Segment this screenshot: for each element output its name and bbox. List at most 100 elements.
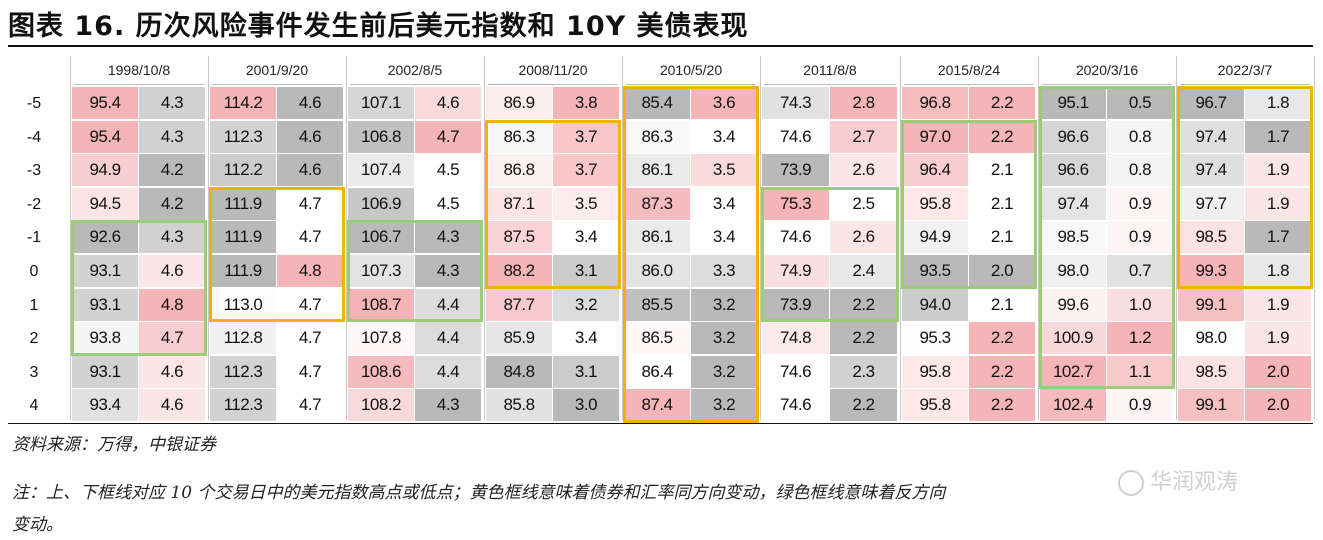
figure-title: 图表 16. 历次风险事件发生前后美元指数和 10Y 美债表现 bbox=[8, 11, 749, 42]
ust10y-cell: 4.6 bbox=[277, 120, 343, 153]
watermark: 华润观涛 bbox=[1118, 464, 1238, 496]
dxy-cell: 86.3 bbox=[486, 120, 552, 153]
dxy-cell: 114.2 bbox=[210, 87, 276, 119]
dxy-cell: 97.0 bbox=[902, 120, 968, 153]
ust10y-cell: 4.3 bbox=[415, 389, 481, 422]
row-label: -2 bbox=[26, 195, 42, 213]
dxy-cell: 86.1 bbox=[624, 154, 690, 187]
dxy-cell: 102.7 bbox=[1040, 355, 1106, 388]
ust10y-cell: 2.6 bbox=[830, 221, 897, 254]
table-bottom-rule bbox=[8, 423, 1313, 424]
dxy-cell: 113.0 bbox=[210, 288, 276, 321]
ust10y-cell: 1.7 bbox=[1245, 120, 1311, 153]
dxy-cell: 98.5 bbox=[1178, 355, 1244, 388]
dxy-cell: 99.1 bbox=[1178, 288, 1244, 321]
ust10y-cell: 4.6 bbox=[139, 355, 205, 388]
title-rule bbox=[8, 45, 1313, 47]
row-label: -4 bbox=[26, 128, 42, 146]
ust10y-cell: 4.7 bbox=[277, 288, 343, 321]
dxy-cell: 106.7 bbox=[348, 221, 414, 254]
dxy-cell: 107.8 bbox=[348, 322, 414, 355]
dxy-cell: 86.9 bbox=[486, 87, 552, 119]
ust10y-cell: 4.7 bbox=[415, 120, 481, 153]
ust10y-cell: 2.2 bbox=[830, 322, 897, 355]
ust10y-cell: 1.9 bbox=[1245, 187, 1311, 220]
footnote-line-1: 注：上、下框线对应 10 个交易日中的美元指数高点或低点；黄色框线意味着债券和汇… bbox=[12, 483, 946, 503]
column-separator bbox=[1038, 56, 1039, 420]
dxy-cell: 85.5 bbox=[624, 288, 690, 321]
ust10y-cell: 2.0 bbox=[1245, 389, 1311, 422]
column-separator bbox=[346, 56, 347, 420]
column-header: 1998/10/8 bbox=[107, 62, 171, 78]
dxy-cell: 102.4 bbox=[1040, 389, 1106, 422]
dxy-cell: 97.4 bbox=[1178, 120, 1244, 153]
dxy-cell: 111.9 bbox=[210, 221, 276, 254]
ust10y-cell: 3.2 bbox=[691, 389, 757, 422]
ust10y-cell: 2.1 bbox=[969, 154, 1035, 187]
dxy-cell: 92.6 bbox=[72, 221, 138, 254]
ust10y-cell: 4.6 bbox=[139, 255, 205, 287]
ust10y-cell: 0.9 bbox=[1107, 389, 1173, 422]
ust10y-cell: 2.2 bbox=[969, 389, 1035, 422]
dxy-cell: 74.6 bbox=[762, 221, 829, 254]
dxy-cell: 97.4 bbox=[1040, 187, 1106, 220]
dxy-cell: 94.0 bbox=[902, 288, 968, 321]
ust10y-cell: 1.9 bbox=[1245, 288, 1311, 321]
data-table: 1998/10/8 2001/9/20 2002/8/5 2008/11/20 2010… bbox=[26, 56, 1315, 423]
ust10y-cell: 4.2 bbox=[139, 187, 205, 220]
dxy-cell: 74.9 bbox=[762, 255, 829, 287]
header-underline bbox=[1180, 84, 1310, 85]
ust10y-cell: 4.7 bbox=[277, 322, 343, 355]
ust10y-cell: 3.8 bbox=[553, 87, 619, 119]
dxy-cell: 93.1 bbox=[72, 255, 138, 287]
ust10y-cell: 3.4 bbox=[691, 187, 757, 220]
ust10y-cell: 2.4 bbox=[830, 255, 897, 287]
dxy-cell: 111.9 bbox=[210, 255, 276, 287]
footnote-line-2: 变动。 bbox=[12, 515, 63, 535]
row-label: 3 bbox=[29, 363, 39, 381]
ust10y-cell: 4.3 bbox=[139, 120, 205, 153]
ust10y-cell: 4.6 bbox=[277, 87, 343, 119]
header-underline bbox=[904, 84, 1034, 85]
ust10y-cell: 4.4 bbox=[415, 288, 481, 321]
dxy-cell: 87.5 bbox=[486, 221, 552, 254]
dxy-cell: 74.8 bbox=[762, 322, 829, 355]
ust10y-cell: 4.2 bbox=[139, 154, 205, 187]
ust10y-cell: 0.7 bbox=[1107, 255, 1173, 287]
dxy-cell: 93.1 bbox=[72, 288, 138, 321]
ust10y-cell: 1.9 bbox=[1245, 322, 1311, 355]
header-underline bbox=[212, 84, 342, 85]
ust10y-cell: 3.2 bbox=[691, 355, 757, 388]
ust10y-cell: 4.6 bbox=[139, 389, 205, 422]
ust10y-cell: 2.1 bbox=[969, 221, 1035, 254]
header-underline bbox=[488, 84, 618, 85]
ust10y-cell: 2.7 bbox=[830, 120, 897, 153]
ust10y-cell: 0.9 bbox=[1107, 187, 1173, 220]
ust10y-cell: 3.5 bbox=[553, 187, 619, 220]
dxy-cell: 107.4 bbox=[348, 154, 414, 187]
dxy-cell: 96.7 bbox=[1178, 87, 1244, 119]
dxy-cell: 85.9 bbox=[486, 322, 552, 355]
ust10y-cell: 3.1 bbox=[553, 355, 619, 388]
dxy-cell: 93.5 bbox=[902, 255, 968, 287]
dxy-cell: 87.3 bbox=[624, 187, 690, 220]
ust10y-cell: 1.9 bbox=[1245, 154, 1311, 187]
ust10y-cell: 3.0 bbox=[553, 389, 619, 422]
column-header: 2001/9/20 bbox=[245, 62, 309, 78]
ust10y-cell: 0.8 bbox=[1107, 120, 1173, 153]
dxy-cell: 108.2 bbox=[348, 389, 414, 422]
dxy-cell: 87.7 bbox=[486, 288, 552, 321]
column-separator bbox=[760, 56, 761, 420]
source-note: 资料来源：万得，中银证券 bbox=[12, 435, 216, 455]
dxy-cell: 100.9 bbox=[1040, 322, 1106, 355]
dxy-cell: 108.6 bbox=[348, 355, 414, 388]
ust10y-cell: 2.2 bbox=[969, 120, 1035, 153]
ust10y-cell: 4.7 bbox=[277, 355, 343, 388]
ust10y-cell: 2.1 bbox=[969, 288, 1035, 321]
dxy-cell: 98.5 bbox=[1178, 221, 1244, 254]
column-header: 2010/5/20 bbox=[659, 62, 723, 78]
header-underline bbox=[1042, 84, 1172, 85]
header-underline bbox=[350, 84, 480, 85]
ust10y-cell: 2.1 bbox=[969, 187, 1035, 220]
ust10y-cell: 2.2 bbox=[969, 87, 1035, 119]
